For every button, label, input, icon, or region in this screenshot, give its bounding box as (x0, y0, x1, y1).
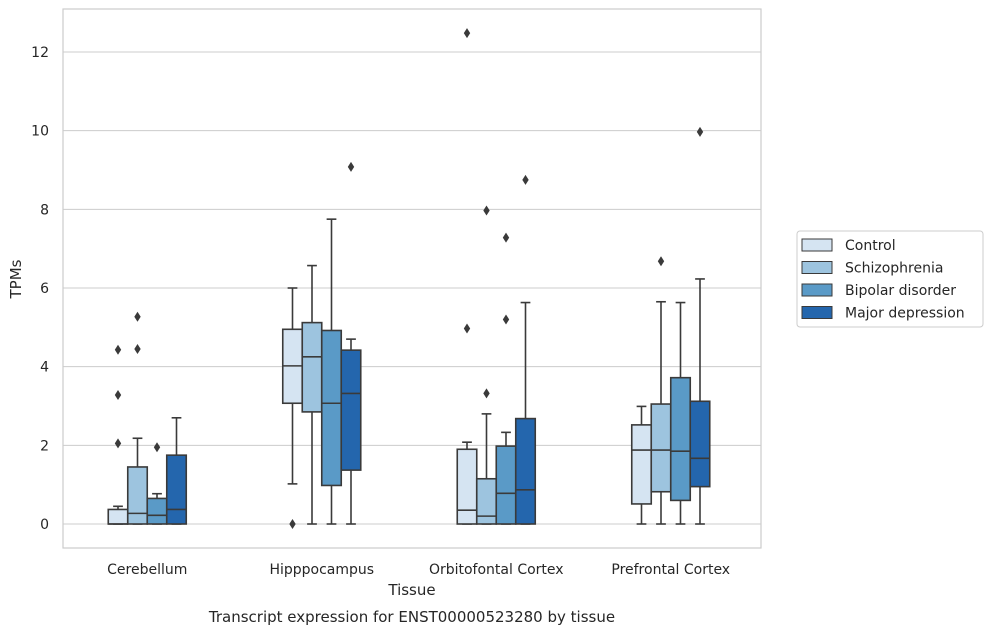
flier-point (483, 388, 490, 399)
flier-point (114, 344, 122, 355)
box-plot (689, 126, 711, 525)
box-plot (669, 301, 692, 525)
y-tick-label: 4 (40, 360, 49, 376)
x-tick-labels: Cerebellum Hipppocampus Orbitofontal Corte… (107, 562, 730, 578)
box-iqr (301, 321, 323, 413)
x-axis-label: Tissue (387, 581, 435, 599)
box-plot (514, 174, 537, 525)
flier-point (289, 519, 296, 529)
x-tick-label: Hipppocampus (269, 562, 374, 578)
chart-caption: Transcript expression for ENST0000052328… (208, 608, 615, 626)
box-plot (107, 344, 129, 525)
x-tick-label: Cerebellum (107, 562, 187, 578)
y-tick-label: 12 (31, 45, 49, 61)
y-tick-label: 2 (40, 438, 49, 454)
box-iqr (340, 349, 362, 471)
legend-swatch (801, 238, 833, 252)
box-iqr (495, 445, 517, 525)
legend-label: Major depression (845, 306, 965, 322)
y-tick-label: 8 (40, 202, 49, 218)
flier-point (463, 28, 471, 39)
box-iqr (165, 454, 188, 525)
flier-point (114, 389, 122, 400)
y-tick-label: 0 (40, 517, 49, 533)
box-iqr (126, 466, 149, 525)
flier-point (134, 343, 141, 354)
legend: Control Schizophrenia Bipolar disorder Majo… (796, 230, 984, 328)
x-tick-label: Prefrontal Cortex (611, 562, 730, 578)
box-iqr (650, 403, 672, 493)
box-iqr (669, 376, 692, 502)
legend-swatch (801, 306, 833, 319)
legend-label: Control (845, 238, 896, 254)
box-plot (281, 287, 304, 529)
box-iqr (107, 508, 129, 525)
flier-point (463, 323, 471, 334)
flier-point (657, 256, 665, 267)
box-iqr (456, 448, 478, 525)
box-plot (650, 256, 672, 525)
y-tick-label: 10 (31, 124, 49, 140)
box-iqr (475, 477, 498, 525)
flier-point (483, 205, 490, 216)
plot-frame (62, 8, 762, 549)
x-tick-label: Orbitofontal Cortex (429, 562, 564, 578)
legend-swatch (801, 261, 833, 274)
box-plot (165, 416, 188, 525)
flier-point (153, 442, 161, 453)
box-plot (340, 161, 362, 525)
box-iqr (146, 497, 168, 525)
legend-swatch (801, 283, 833, 297)
legend-frame (796, 230, 984, 328)
box-plot (146, 442, 168, 525)
y-axis-label: TPMs (7, 259, 25, 299)
legend-label: Schizophrenia (845, 261, 943, 277)
flier-point (134, 311, 141, 322)
box-plot (456, 28, 478, 525)
flier-point (522, 174, 529, 185)
y-tick-label: 6 (40, 281, 49, 297)
box-iqr (320, 329, 343, 487)
flier-point (347, 161, 355, 172)
box-iqr (630, 424, 653, 505)
flier-point (502, 314, 510, 325)
box-iqr (514, 417, 537, 525)
plot-spines (62, 8, 762, 549)
box-iqr (689, 400, 711, 488)
legend-label: Bipolar disorder (845, 283, 956, 299)
flier-point (502, 232, 510, 243)
box-plots (107, 28, 711, 529)
y-tick-labels: 0 2 4 6 8 10 12 (31, 45, 49, 533)
flier-point (114, 438, 122, 449)
box-plot (126, 311, 149, 525)
box-plot (475, 205, 498, 525)
flier-point (696, 126, 704, 137)
